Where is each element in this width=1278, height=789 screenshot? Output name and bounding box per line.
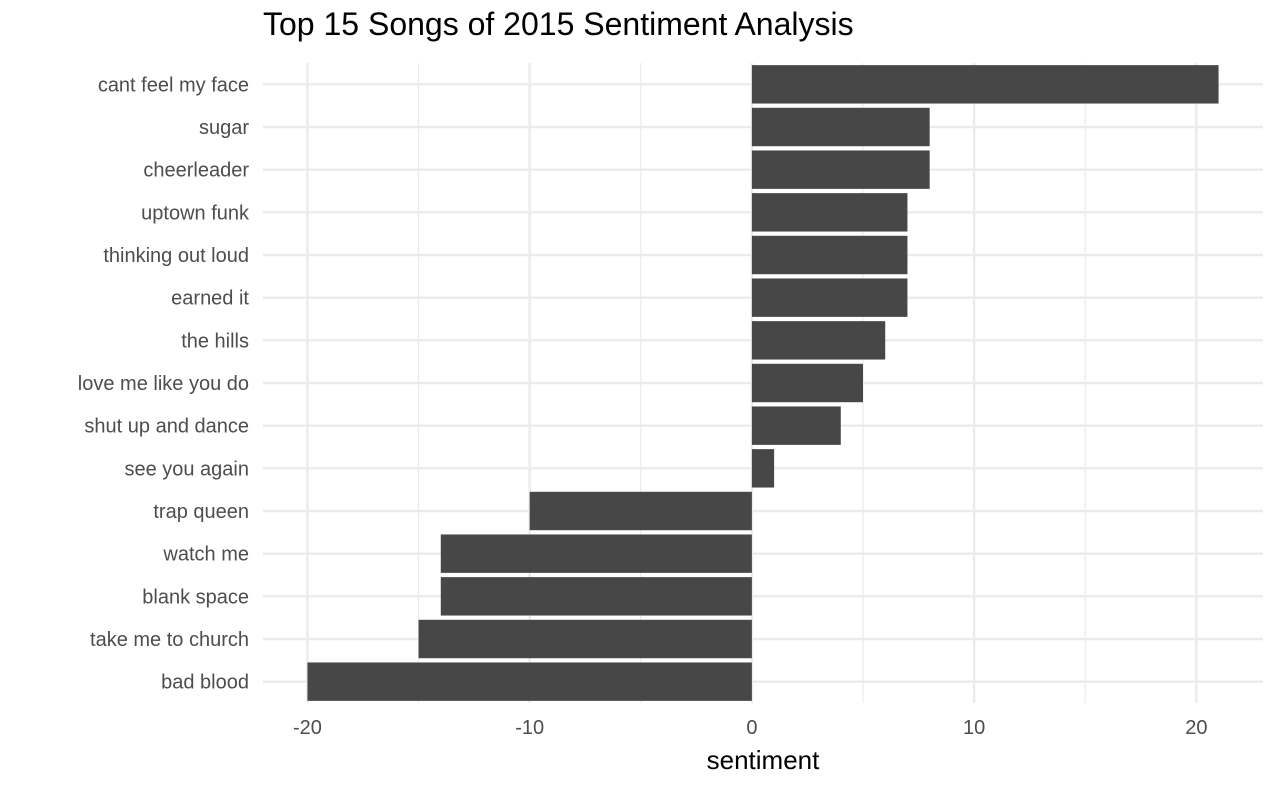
chart-title: Top 15 Songs of 2015 Sentiment Analysis <box>263 6 854 42</box>
category-label: bad blood <box>161 672 249 694</box>
category-label: shut up and dance <box>84 416 249 438</box>
category-label: take me to church <box>90 629 249 651</box>
x-axis-title: sentiment <box>707 745 820 775</box>
bar <box>751 193 908 232</box>
category-label: blank space <box>142 586 249 608</box>
category-label: cant feel my face <box>98 74 249 96</box>
bar <box>751 278 908 317</box>
category-label: see you again <box>124 458 249 480</box>
bar <box>440 534 752 573</box>
bar <box>751 235 908 275</box>
category-label: sugar <box>199 117 249 139</box>
x-tick-label: -20 <box>293 717 322 739</box>
bar <box>751 150 930 189</box>
category-label: earned it <box>171 288 249 310</box>
bar <box>751 65 1219 104</box>
x-tick-label: 0 <box>746 717 757 739</box>
bar <box>307 662 752 701</box>
bars <box>307 65 1219 701</box>
x-tick-label: -10 <box>515 717 544 739</box>
category-label: love me like you do <box>78 373 249 395</box>
bar <box>529 491 752 531</box>
category-label: watch me <box>162 544 249 566</box>
category-labels: cant feel my face sugar cheerleader uptown … <box>78 74 250 693</box>
bar <box>751 449 775 488</box>
x-tick-labels: -20 -10 0 10 20 <box>293 717 1207 739</box>
category-label: cheerleader <box>143 160 249 182</box>
category-label: the hills <box>181 330 249 352</box>
category-label: thinking out loud <box>103 245 249 267</box>
bar <box>751 321 886 360</box>
x-tick-label: 10 <box>963 717 985 739</box>
bar <box>751 406 841 445</box>
bar <box>751 363 863 403</box>
category-label: uptown funk <box>141 202 250 224</box>
bar <box>418 619 752 659</box>
category-label: trap queen <box>153 501 249 523</box>
x-tick-label: 20 <box>1185 717 1207 739</box>
bar <box>440 577 752 616</box>
bar <box>751 107 930 147</box>
